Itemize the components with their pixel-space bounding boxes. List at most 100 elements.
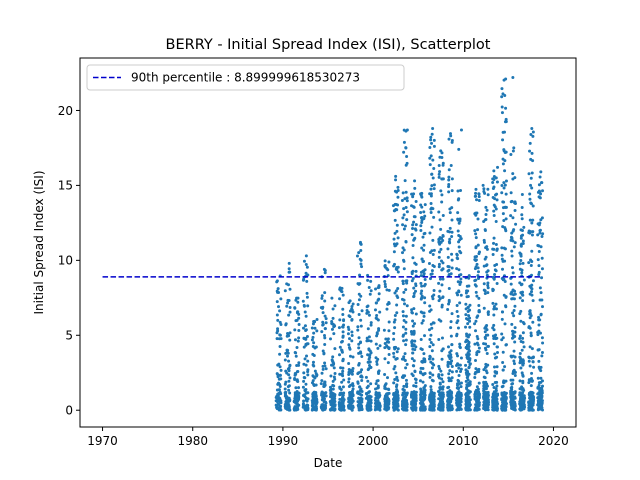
data-point: [402, 248, 406, 252]
data-point: [530, 221, 534, 225]
data-point: [539, 245, 543, 249]
data-point: [538, 229, 542, 233]
data-point: [518, 387, 522, 391]
data-point: [457, 245, 461, 249]
data-point: [414, 401, 418, 405]
data-point: [502, 218, 506, 222]
data-point: [521, 340, 525, 344]
data-point: [306, 373, 310, 377]
data-point: [473, 342, 477, 346]
data-point: [530, 186, 534, 190]
data-point: [440, 357, 444, 361]
data-point: [477, 346, 481, 350]
data-point: [288, 306, 292, 310]
data-point: [438, 381, 442, 385]
data-point: [332, 366, 336, 370]
data-point: [302, 303, 306, 307]
data-point: [520, 268, 524, 272]
data-point: [396, 347, 400, 351]
data-point: [428, 231, 432, 235]
data-point: [414, 223, 418, 227]
data-point: [323, 382, 327, 386]
data-point: [383, 407, 387, 411]
data-point: [304, 363, 308, 367]
data-point: [531, 320, 535, 324]
data-point: [431, 158, 435, 162]
data-point: [528, 192, 532, 196]
data-point: [410, 395, 414, 399]
data-point: [459, 394, 463, 398]
data-point: [431, 252, 435, 256]
data-point: [369, 382, 373, 386]
data-point: [322, 333, 326, 337]
data-point: [494, 269, 498, 273]
data-point: [422, 392, 426, 396]
data-point: [338, 297, 342, 301]
data-point: [500, 87, 504, 91]
data-point: [410, 310, 414, 314]
data-point: [374, 402, 378, 406]
data-point: [474, 367, 478, 371]
data-point: [467, 372, 471, 376]
data-point: [510, 236, 514, 240]
data-point: [486, 344, 490, 348]
data-point: [403, 358, 407, 362]
data-point: [421, 269, 425, 273]
data-point: [314, 345, 318, 349]
data-point: [412, 286, 416, 290]
data-point: [401, 310, 405, 314]
data-point: [413, 261, 417, 265]
data-point: [501, 138, 505, 142]
data-point: [448, 237, 452, 241]
data-point: [518, 296, 522, 300]
data-point: [321, 367, 325, 371]
data-point: [484, 395, 488, 399]
data-point: [412, 359, 416, 363]
data-point: [323, 361, 327, 365]
data-point: [288, 376, 292, 380]
data-point: [528, 292, 532, 296]
data-point: [369, 365, 373, 369]
data-point: [457, 366, 461, 370]
data-point: [386, 396, 390, 400]
data-point: [528, 197, 532, 201]
data-point: [374, 287, 378, 291]
data-point: [467, 395, 471, 399]
data-point: [500, 105, 504, 109]
data-point: [331, 355, 335, 359]
data-point: [351, 393, 355, 397]
data-point: [519, 258, 523, 262]
data-point: [368, 292, 372, 296]
data-point: [330, 327, 334, 331]
data-point: [447, 372, 451, 376]
data-point: [341, 369, 345, 373]
data-point: [297, 336, 301, 340]
data-point: [536, 348, 540, 352]
data-point: [486, 286, 490, 290]
data-point: [492, 203, 496, 207]
data-point: [393, 231, 397, 235]
data-point: [356, 403, 360, 407]
data-point: [396, 189, 400, 193]
data-point: [296, 379, 300, 383]
data-point: [446, 345, 450, 349]
data-point: [357, 312, 361, 316]
data-point: [518, 334, 522, 338]
data-point: [520, 400, 524, 404]
data-point: [446, 390, 450, 394]
data-point: [484, 348, 488, 352]
data-point: [348, 391, 352, 395]
data-point: [367, 357, 371, 361]
data-point: [430, 402, 434, 406]
data-point: [459, 385, 463, 389]
data-point: [500, 385, 504, 389]
data-point: [439, 189, 443, 193]
data-point: [486, 395, 490, 399]
data-point: [440, 407, 444, 411]
data-point: [512, 245, 516, 249]
data-point: [283, 392, 287, 396]
data-point: [350, 339, 354, 343]
data-point: [306, 304, 310, 308]
plot-area-frame: [79, 57, 577, 428]
data-point: [323, 336, 327, 340]
